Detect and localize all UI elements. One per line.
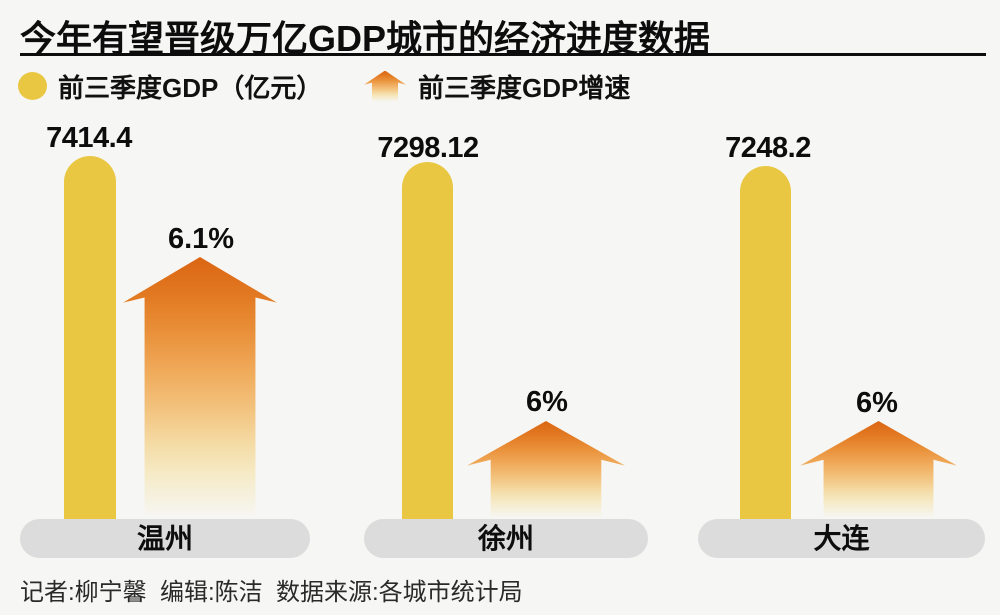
gdp-bar-dalian [740,166,791,520]
city-label-wenzhou: 温州 [20,519,310,558]
legend: 前三季度GDP（亿元） 前三季度GDP增速 [18,68,978,104]
legend-item-growth: 前三季度GDP增速 [364,68,630,104]
growth-value-xuzhou: 6% [526,386,568,418]
legend-growth-label: 前三季度GDP增速 [418,72,631,103]
title-underline [20,53,986,56]
legend-item-gdp: 前三季度GDP（亿元） [18,68,322,104]
city-label-xuzhou: 徐州 [364,519,648,558]
growth-arrow-icon [364,70,406,102]
gdp-value-xuzhou: 7298.12 [377,132,479,164]
growth-arrow-dalian [800,421,957,518]
gdp-dot-icon [18,72,47,100]
growth-value-dalian: 6% [856,387,898,419]
gdp-value-dalian: 7248.2 [725,132,811,164]
gdp-value-wenzhou: 7414.4 [46,122,132,154]
growth-arrow-xuzhou [467,421,625,518]
gdp-bar-xuzhou [402,162,453,520]
credits-line: 记者:柳宁馨 编辑:陈洁 数据来源:各城市统计局 [20,579,523,606]
city-label-dalian: 大连 [698,519,985,558]
legend-gdp-label: 前三季度GDP（亿元） [58,72,323,103]
growth-arrow-wenzhou [123,257,277,518]
page-title: 今年有望晋级万亿GDP城市的经济进度数据 [20,18,711,59]
gdp-bar-wenzhou [64,156,116,520]
growth-value-wenzhou: 6.1% [167,223,235,255]
